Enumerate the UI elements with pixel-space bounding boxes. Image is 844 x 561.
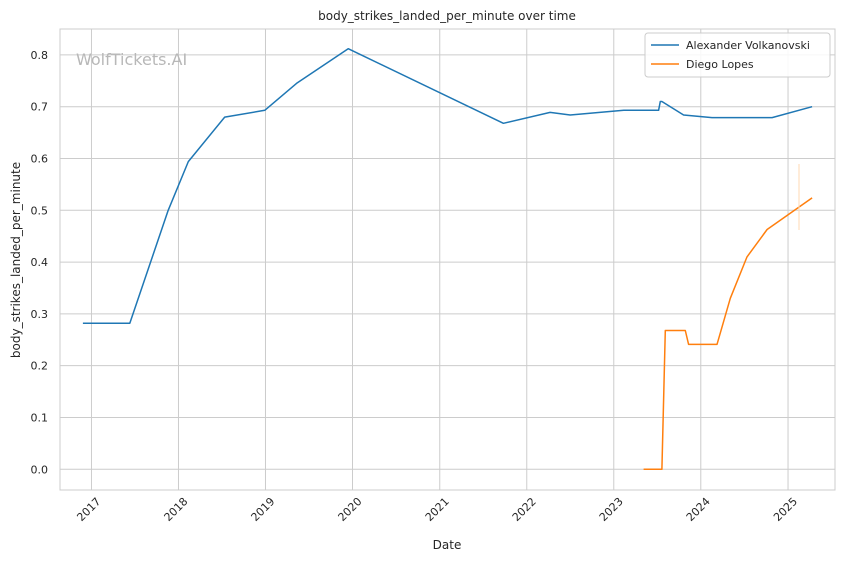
legend-box xyxy=(644,32,831,78)
y-tick-label: 0.4 xyxy=(31,256,49,269)
y-tick-label: 0.2 xyxy=(31,360,49,373)
legend-label-alexander-volkanovski: Alexander Volkanovski xyxy=(686,39,810,52)
legend-label-diego-lopes: Diego Lopes xyxy=(686,58,754,71)
y-axis-label: body_strikes_landed_per_minute xyxy=(9,162,23,358)
chart-title: body_strikes_landed_per_minute over time xyxy=(318,9,576,23)
x-axis-label: Date xyxy=(433,538,462,552)
y-tick-label: 0.7 xyxy=(31,101,49,114)
grid xyxy=(60,29,835,490)
y-tick-label: 0.3 xyxy=(31,308,49,321)
y-tick-label: 0.0 xyxy=(31,463,49,476)
legend: Alexander Volkanovski Diego Lopes xyxy=(644,32,831,78)
y-tick-labels: 0.0 0.1 0.2 0.3 0.4 0.5 0.6 0.7 0.8 xyxy=(31,49,49,476)
y-tick-label: 0.8 xyxy=(31,49,49,62)
plot-area xyxy=(59,28,836,491)
series-line-diego-lopes xyxy=(643,197,813,471)
series-line-alexander-volkanovski xyxy=(82,47,813,324)
y-tick-label: 0.6 xyxy=(31,152,49,165)
series-layer xyxy=(82,47,813,471)
y-tick-label: 0.5 xyxy=(31,204,49,217)
y-tick-label: 0.1 xyxy=(31,411,49,424)
watermark: WolfTickets.AI xyxy=(76,50,187,69)
